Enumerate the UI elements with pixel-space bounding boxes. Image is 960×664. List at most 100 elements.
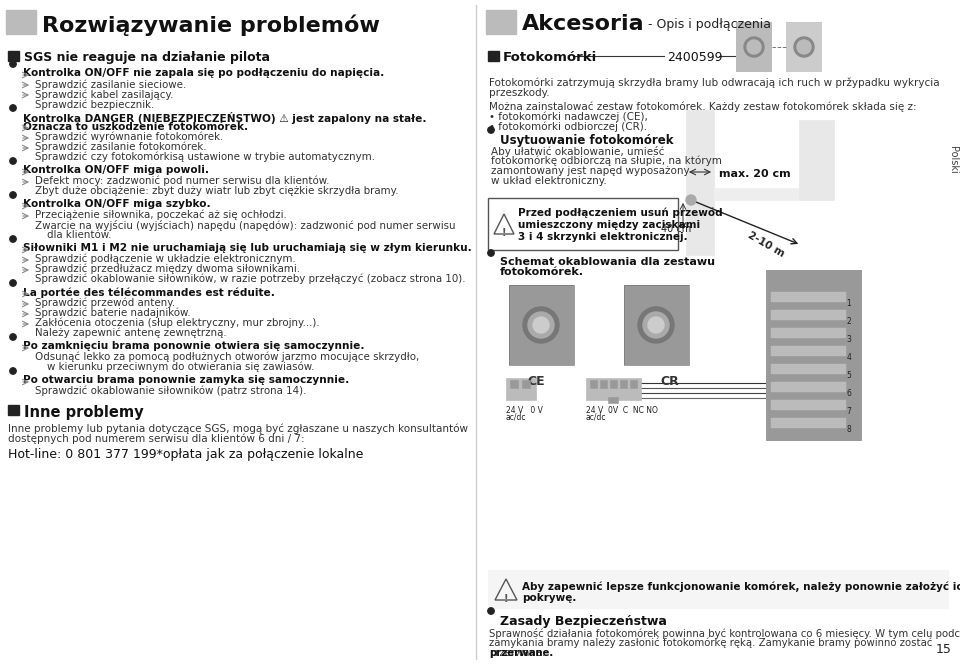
Bar <box>766 270 861 440</box>
Text: Przeciążenie siłownika, poczekać aż się ochłodzi.: Przeciążenie siłownika, poczekać aż się … <box>35 210 287 220</box>
Text: 24 V  0V  C  NC NO: 24 V 0V C NC NO <box>586 406 658 415</box>
Bar <box>786 22 822 72</box>
Bar <box>8 405 19 415</box>
Text: 24 V   0 V: 24 V 0 V <box>506 406 542 415</box>
Text: Sprawdzić bezpiecznik.: Sprawdzić bezpiecznik. <box>35 99 155 110</box>
Text: dla klientów.: dla klientów. <box>47 230 111 240</box>
Bar <box>771 328 846 338</box>
Text: 15: 15 <box>936 643 952 656</box>
Text: Kontrolka ON/OFF miga szybko.: Kontrolka ON/OFF miga szybko. <box>23 199 210 209</box>
Text: 5: 5 <box>847 371 852 380</box>
Text: Sprawność działania fotokomórek powinna być kontrolowana co 6 miesięcy. W tym ce: Sprawność działania fotokomórek powinna … <box>489 628 960 639</box>
Circle shape <box>10 368 16 374</box>
Text: Rozwiązywanie problemów: Rozwiązywanie problemów <box>42 14 380 35</box>
Text: Można zainstalować zestaw fotokomórek. Każdy zestaw fotokomórek składa się z:: Można zainstalować zestaw fotokomórek. K… <box>489 101 917 112</box>
Circle shape <box>648 317 664 333</box>
Text: Inne problemy: Inne problemy <box>24 405 144 420</box>
Bar <box>799 120 834 200</box>
Text: Kontrolka DANGER (NIEBEZPIECZEŃSTWO) ⚠ jest zapalony na stałe.: Kontrolka DANGER (NIEBEZPIECZEŃSTWO) ⚠ j… <box>23 112 426 124</box>
Text: max. 20 cm: max. 20 cm <box>719 169 791 179</box>
Circle shape <box>488 608 494 614</box>
Text: w układ elektroniczny.: w układ elektroniczny. <box>491 176 607 186</box>
Circle shape <box>744 37 764 57</box>
Bar <box>771 310 846 320</box>
Text: zamykania bramy należy zasłonić fotokomórkę ręką. Zamykanie bramy powinno zostać: zamykania bramy należy zasłonić fotokomó… <box>489 638 932 649</box>
Text: Siłowniki M1 i M2 nie uruchamiają się lub uruchamiają się w złym kierunku.: Siłowniki M1 i M2 nie uruchamiają się lu… <box>23 243 471 253</box>
Circle shape <box>638 307 674 343</box>
Bar <box>600 380 607 388</box>
Text: Inne problemy lub pytania dotyczące SGS, mogą być zgłaszane u naszych konsultant: Inne problemy lub pytania dotyczące SGS,… <box>8 423 468 434</box>
Text: SGS nie reaguje na działanie pilota: SGS nie reaguje na działanie pilota <box>24 51 270 64</box>
Text: Zbyt duże obciążenie: zbyt duży wiatr lub zbyt ciężkie skrzydła bramy.: Zbyt duże obciążenie: zbyt duży wiatr lu… <box>35 186 398 196</box>
Text: umieszczony między zaciskami: umieszczony między zaciskami <box>518 220 700 230</box>
Text: Akcesoria: Akcesoria <box>522 14 644 34</box>
Text: przerwane.: przerwane. <box>489 648 553 658</box>
Bar <box>714 188 799 200</box>
Text: w kierunku przeciwnym do otwierania się zawiasów.: w kierunku przeciwnym do otwierania się … <box>47 362 314 373</box>
Text: 3: 3 <box>847 335 852 344</box>
Circle shape <box>10 105 16 111</box>
Text: Sprawdzić podłączenie w układzie elektronicznym.: Sprawdzić podłączenie w układzie elektro… <box>35 254 296 264</box>
Circle shape <box>488 250 494 256</box>
Circle shape <box>794 37 814 57</box>
Text: - Opis i podłączenia: - Opis i podłączenia <box>648 18 771 31</box>
Text: Sprawdzić okablowanie siłowników, w razie potrzeby przełączyć (zobacz strona 10): Sprawdzić okablowanie siłowników, w razi… <box>35 274 466 284</box>
Bar <box>586 378 641 400</box>
Circle shape <box>747 40 761 54</box>
Text: Sprawdzić zasilanie sieciowe.: Sprawdzić zasilanie sieciowe. <box>35 79 186 90</box>
Circle shape <box>10 158 16 164</box>
Text: Sprawdzić baterie nadajników.: Sprawdzić baterie nadajników. <box>35 308 191 319</box>
Text: Zwarcie na wyjściu (wyjściach) napędu (napędów): zadzwonić pod numer serwisu: Zwarcie na wyjściu (wyjściach) napędu (n… <box>35 220 455 231</box>
Bar <box>771 418 846 428</box>
Bar <box>736 22 772 72</box>
Bar <box>624 285 689 365</box>
Text: zamontowany jest napęd wyposażony: zamontowany jest napęd wyposażony <box>491 166 689 176</box>
Text: 1: 1 <box>847 299 852 308</box>
Text: Sprawdzić zasilanie fotokomórek.: Sprawdzić zasilanie fotokomórek. <box>35 142 206 153</box>
Text: fotokomórek.: fotokomórek. <box>500 267 584 277</box>
Bar <box>771 382 846 392</box>
Text: 3 i 4 skrzynki elektronicznej.: 3 i 4 skrzynki elektronicznej. <box>518 232 687 242</box>
Text: 8: 8 <box>847 425 852 434</box>
Bar <box>8 51 19 61</box>
Circle shape <box>10 236 16 242</box>
Text: ac/dc: ac/dc <box>586 412 607 421</box>
Text: 6: 6 <box>847 389 852 398</box>
Circle shape <box>643 312 669 338</box>
Bar <box>608 397 618 403</box>
Text: Fotokomórki: Fotokomórki <box>503 51 597 64</box>
Circle shape <box>10 61 16 67</box>
Text: Odsunąć lekko za pomocą podłużnych otworów jarzmo mocujące skrzydło,: Odsunąć lekko za pomocą podłużnych otwor… <box>35 352 420 363</box>
Bar <box>771 364 846 374</box>
Circle shape <box>528 312 554 338</box>
Text: Sprawdzić okablowanie siłowników (patrz strona 14).: Sprawdzić okablowanie siłowników (patrz … <box>35 386 306 396</box>
Text: Zasady Bezpieczeństwa: Zasady Bezpieczeństwa <box>500 615 667 628</box>
Bar <box>509 285 574 365</box>
Text: Sprawdzić przewód anteny.: Sprawdzić przewód anteny. <box>35 298 175 309</box>
Text: 4: 4 <box>847 353 852 362</box>
Text: • fotokomórki odbiorczej (CR).: • fotokomórki odbiorczej (CR). <box>489 121 647 131</box>
Text: Przed podłączeniem usuń przewód: Przed podłączeniem usuń przewód <box>518 208 723 218</box>
Text: przerwane.: przerwane. <box>489 648 545 658</box>
Text: fotokomórkę odbiorczą na słupie, na którym: fotokomórkę odbiorczą na słupie, na któr… <box>491 156 722 167</box>
Bar <box>488 198 678 250</box>
Bar <box>610 380 617 388</box>
Text: Hot-line: 0 801 377 199*opłata jak za połączenie lokalne: Hot-line: 0 801 377 199*opłata jak za po… <box>8 448 364 461</box>
Text: 40 cm: 40 cm <box>661 224 691 234</box>
Bar <box>506 378 536 400</box>
Text: Aby zapewnić lepsze funkcjonowanie komórek, należy ponownie założyć ich: Aby zapewnić lepsze funkcjonowanie komór… <box>522 582 960 592</box>
Text: pokrywę.: pokrywę. <box>522 593 576 603</box>
Bar <box>510 380 518 388</box>
Bar <box>686 110 714 255</box>
Bar <box>771 346 846 356</box>
Text: Sprawdzić przedłużacz między dwoma siłownikami.: Sprawdzić przedłużacz między dwoma siłow… <box>35 264 300 274</box>
Text: !: ! <box>504 594 508 604</box>
Text: !: ! <box>502 228 506 238</box>
Circle shape <box>10 334 16 340</box>
Text: Zakłócenia otoczenia (słup elektryczny, mur zbrojny...).: Zakłócenia otoczenia (słup elektryczny, … <box>35 318 320 329</box>
Bar <box>771 292 846 302</box>
Text: 2400599: 2400599 <box>667 51 723 64</box>
Text: przeszkody.: przeszkody. <box>489 88 550 98</box>
Text: Sprawdzić wyrównanie fotokomórek.: Sprawdzić wyrównanie fotokomórek. <box>35 132 224 143</box>
Text: Polski: Polski <box>948 146 958 174</box>
